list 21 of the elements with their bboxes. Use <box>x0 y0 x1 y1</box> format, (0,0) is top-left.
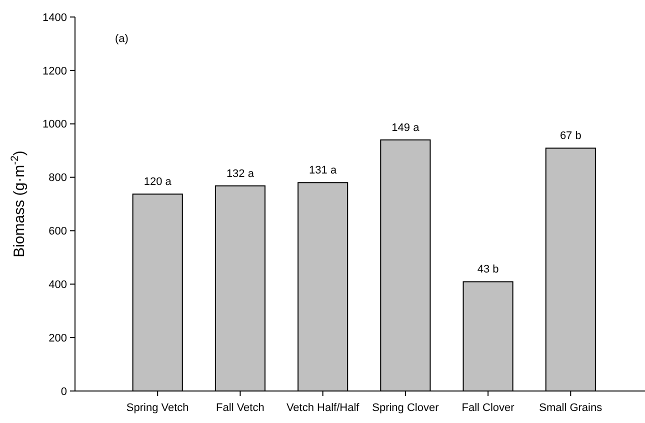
x-tick-label: Fall Vetch <box>216 402 264 414</box>
x-tick-label: Spring Clover <box>372 402 440 414</box>
y-tick-label: 1200 <box>42 65 67 78</box>
x-tick-label: Spring Vetch <box>126 402 189 414</box>
y-tick-label: 400 <box>48 278 67 291</box>
x-tick-label: Small Grains <box>539 402 603 414</box>
y-tick-label: 0 <box>60 386 67 398</box>
y-tick-label: 1400 <box>42 12 67 24</box>
y-tick-label: 800 <box>48 172 67 184</box>
annotation: 43 b <box>477 264 499 276</box>
annotation: 131 a <box>309 164 338 177</box>
y-tick-label: 200 <box>48 332 67 344</box>
annotation: 67 b <box>560 130 582 142</box>
annotation: 132 a <box>226 168 255 180</box>
annotation: 120 a <box>144 176 172 188</box>
y-tick-label: 1000 <box>42 118 67 131</box>
annotation: 149 a <box>392 122 420 134</box>
y-tick-label: 600 <box>48 226 67 238</box>
annotation: (a) <box>115 33 128 45</box>
x-tick-label: Vetch Half/Half <box>286 402 360 414</box>
x-tick-label: Fall Clover <box>462 402 515 414</box>
